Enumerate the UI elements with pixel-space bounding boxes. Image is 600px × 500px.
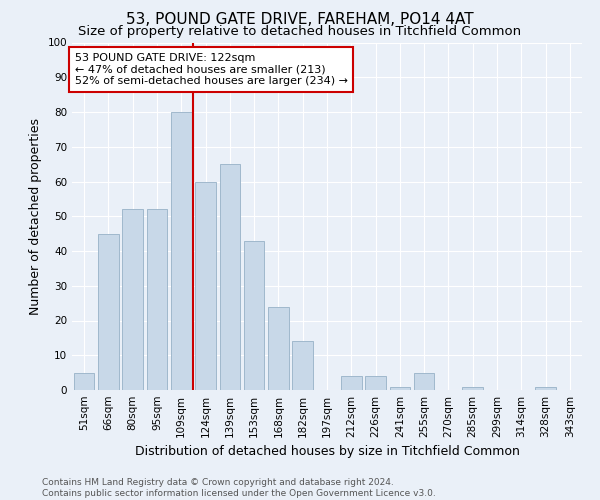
Bar [535,386,556,390]
Text: Size of property relative to detached houses in Titchfield Common: Size of property relative to detached ho… [79,25,521,38]
Text: 53, POUND GATE DRIVE, FAREHAM, PO14 4AT: 53, POUND GATE DRIVE, FAREHAM, PO14 4AT [126,12,474,28]
Bar [98,234,119,390]
Bar [146,210,167,390]
Bar [463,386,483,390]
Bar [171,112,191,390]
Bar [292,342,313,390]
Bar [74,372,94,390]
Y-axis label: Number of detached properties: Number of detached properties [29,118,42,315]
Text: Contains HM Land Registry data © Crown copyright and database right 2024.
Contai: Contains HM Land Registry data © Crown c… [42,478,436,498]
Bar [365,376,386,390]
Bar [220,164,240,390]
Bar [244,240,265,390]
Text: 53 POUND GATE DRIVE: 122sqm
← 47% of detached houses are smaller (213)
52% of se: 53 POUND GATE DRIVE: 122sqm ← 47% of det… [74,53,347,86]
Bar [122,210,143,390]
Bar [389,386,410,390]
Bar [268,306,289,390]
Bar [341,376,362,390]
X-axis label: Distribution of detached houses by size in Titchfield Common: Distribution of detached houses by size … [134,446,520,458]
Bar [195,182,216,390]
Bar [414,372,434,390]
